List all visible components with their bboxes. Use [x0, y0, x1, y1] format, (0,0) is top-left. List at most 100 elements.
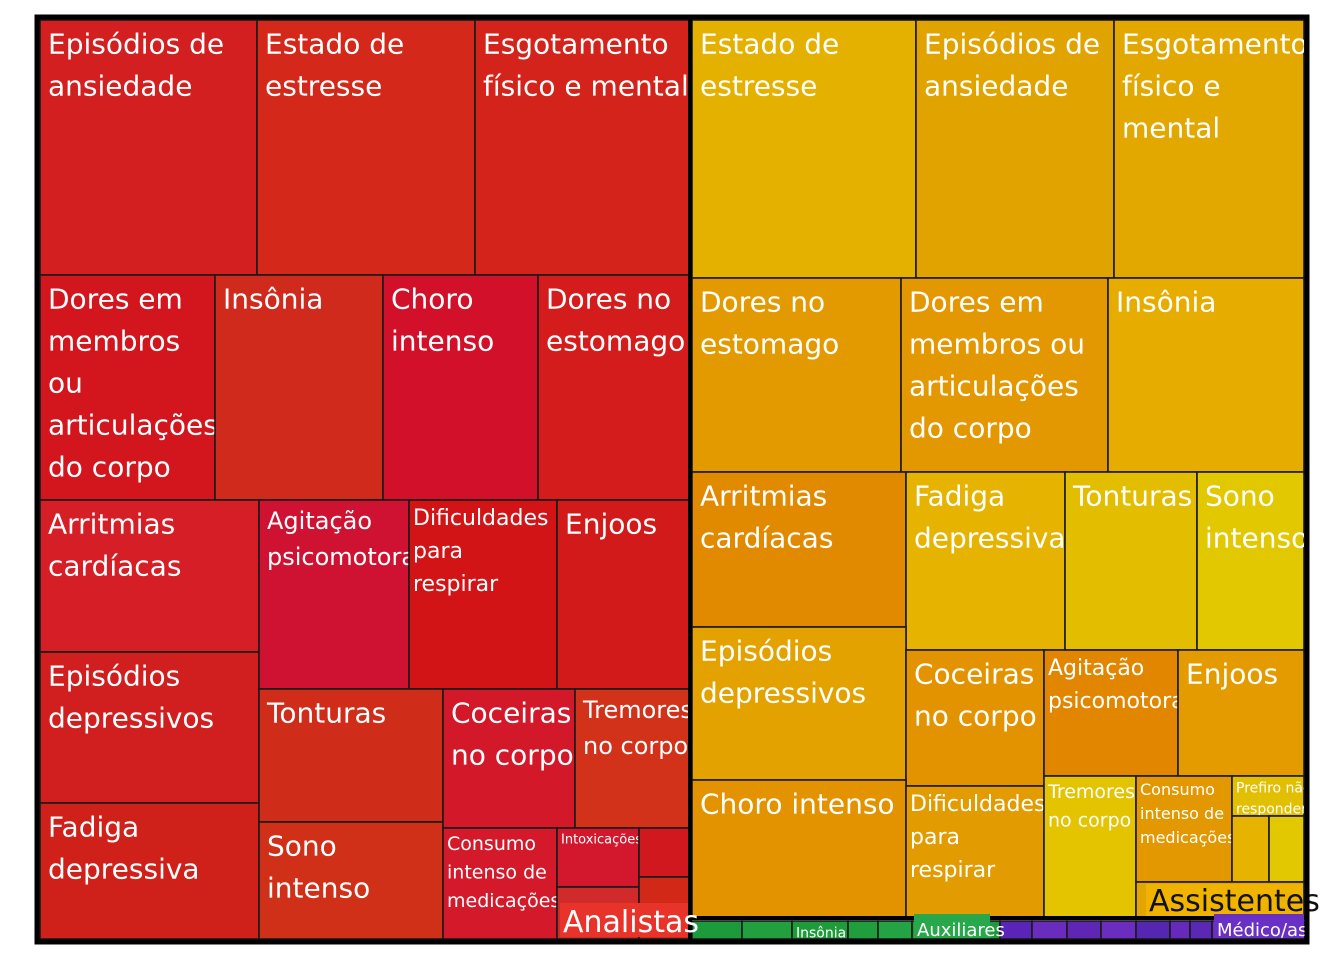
treemap-cell-auxiliares-unlabeled-4[interactable]: [877, 920, 913, 940]
treemap-cell-analistas-fadiga-depressiva[interactable]: Fadiga depressiva: [39, 802, 260, 940]
treemap-cell-analistas-episodios-depressivos[interactable]: Episódios depressivos: [39, 651, 260, 804]
treemap-cell-rect[interactable]: [1064, 471, 1198, 651]
treemap-cell-analistas-dificuldades-para-respirar[interactable]: Dificuldades para respirar: [408, 499, 558, 690]
treemap-cell-medico-as-unlabeled-6[interactable]: [1189, 920, 1213, 940]
treemap-cell-medico-as-unlabeled-3[interactable]: [1100, 920, 1137, 940]
treemap-cell-analistas-coceiras-no-corpo[interactable]: Coceiras no corpo: [442, 688, 576, 829]
treemap-cell-assistentes-estado-de-estresse[interactable]: Estado de estresse: [691, 19, 917, 279]
treemap-cell-rect[interactable]: [1066, 920, 1102, 940]
treemap-cell-analistas-choro-intenso[interactable]: Choro intenso: [382, 274, 539, 501]
treemap-cell-analistas-unlabeled-20[interactable]: [638, 827, 690, 878]
treemap-cell-analistas-estado-de-estresse[interactable]: Estado de estresse: [256, 19, 476, 276]
treemap-cell-assistentes-dores-no-estomago[interactable]: Dores no estomago: [691, 277, 902, 473]
treemap-cell-analistas-dores-no-estomago[interactable]: Dores no estomago: [537, 274, 690, 501]
treemap-cell-rect[interactable]: [900, 277, 1109, 473]
treemap-cell-assistentes-agitacao-psicomotora[interactable]: Agitação psicomotora: [1043, 649, 1185, 777]
treemap-cell-rect[interactable]: [214, 274, 384, 501]
treemap-cell-assistentes-episodios-de-ansiedade[interactable]: Episódios de ansiedade: [915, 19, 1115, 279]
treemap-cell-assistentes-sono-intenso[interactable]: Sono intenso: [1196, 471, 1308, 651]
treemap-cell-analistas-arritmias-cardiacas[interactable]: Arritmias cardíacas: [39, 499, 260, 653]
treemap-cell-rect[interactable]: [474, 19, 690, 276]
treemap-cell-assistentes-fadiga-depressiva[interactable]: Fadiga depressiva: [905, 471, 1066, 651]
treemap-cell-assistentes-tonturas[interactable]: Tonturas: [1064, 471, 1198, 651]
treemap-cell-rect[interactable]: [915, 19, 1115, 279]
treemap-cell-assistentes-consumo-intenso-de-medicacoes[interactable]: Consumo intenso de medicações: [1135, 775, 1235, 883]
treemap-cell-auxiliares-unlabeled-3[interactable]: [847, 920, 879, 940]
treemap-cell-assistentes-choro-intenso[interactable]: Choro intenso: [691, 779, 907, 918]
treemap-cell-rect[interactable]: [1107, 277, 1305, 473]
treemap-cell-rect[interactable]: [442, 688, 576, 829]
treemap-cell-assistentes-unlabeled-20[interactable]: [1268, 815, 1305, 883]
treemap-cell-rect[interactable]: [1135, 775, 1233, 883]
treemap-cell-rect[interactable]: [905, 649, 1045, 787]
treemap-cell-rect[interactable]: [574, 688, 690, 829]
treemap-cell-analistas-tremores-no-corpo[interactable]: Tremores no corpo: [574, 688, 693, 829]
treemap-cell-analistas-tonturas[interactable]: Tonturas: [258, 688, 444, 823]
treemap-cell-rect[interactable]: [39, 274, 216, 501]
treemap-cell-rect[interactable]: [39, 651, 260, 804]
treemap-cell-rect[interactable]: [39, 19, 258, 276]
treemap-cell-rect[interactable]: [382, 274, 539, 501]
treemap-cell-rect[interactable]: [408, 499, 558, 690]
treemap-cell-medico-as-unlabeled-4[interactable]: [1135, 920, 1171, 940]
treemap-cell-analistas-intoxicacoes[interactable]: Intoxicações: [556, 827, 642, 888]
treemap-cell-analistas-dores-em-membros-ou-articulacoes-do-corpo[interactable]: Dores em membros ou articulações do corpo: [39, 274, 218, 501]
treemap-cell-rect[interactable]: [1100, 920, 1137, 940]
treemap-cell-rect[interactable]: [1113, 19, 1305, 279]
treemap-cell-rect[interactable]: [1231, 815, 1270, 883]
treemap-cell-rect[interactable]: [1268, 815, 1305, 883]
treemap-cell-medico-as-unlabeled-2[interactable]: [1066, 920, 1102, 940]
treemap-cell-rect[interactable]: [1196, 471, 1305, 651]
treemap-cell-analistas-agitacao-psicomotora[interactable]: Agitação psicomotora: [258, 499, 416, 690]
treemap-cell-rect[interactable]: [39, 499, 260, 653]
treemap-cell-rect[interactable]: [1031, 920, 1068, 940]
treemap-cell-rect[interactable]: [691, 471, 907, 628]
treemap-cell-rect[interactable]: [258, 499, 410, 690]
treemap-cell-medico-as-unlabeled-5[interactable]: [1169, 920, 1191, 940]
treemap-cell-rect[interactable]: [537, 274, 690, 501]
treemap-cell-assistentes-insonia[interactable]: Insônia: [1107, 277, 1305, 473]
treemap-cell-rect[interactable]: [556, 499, 690, 690]
treemap-cell-rect[interactable]: [1043, 775, 1137, 918]
treemap-cell-assistentes-dores-em-membros-ou-articulacoes-do-corpo[interactable]: Dores em membros ou articulações do corpo: [900, 277, 1109, 473]
treemap-cell-assistentes-coceiras-no-corpo[interactable]: Coceiras no corpo: [905, 649, 1045, 787]
treemap-cell-rect[interactable]: [741, 920, 793, 940]
treemap-cell-rect[interactable]: [691, 19, 917, 279]
treemap-cell-rect[interactable]: [1135, 920, 1171, 940]
treemap-cell-auxiliares-insonia[interactable]: Insônia: [791, 920, 849, 942]
treemap-cell-rect[interactable]: [1043, 649, 1179, 777]
treemap-cell-rect[interactable]: [638, 827, 690, 878]
treemap-cell-analistas-episodios-de-ansiedade[interactable]: Episódios de ansiedade: [39, 19, 258, 276]
treemap-cell-rect[interactable]: [39, 802, 260, 940]
treemap-cell-rect[interactable]: [905, 471, 1066, 651]
treemap-cell-auxiliares-unlabeled-0[interactable]: [691, 920, 743, 940]
treemap-cell-assistentes-unlabeled-19[interactable]: [1231, 815, 1270, 883]
treemap-cell-analistas-consumo-intenso-de-medicacoes[interactable]: Consumo intenso de medicações: [442, 827, 560, 940]
treemap-cell-rect[interactable]: [1231, 775, 1305, 817]
treemap-cell-auxiliares-unlabeled-1[interactable]: [741, 920, 793, 940]
treemap-cell-rect[interactable]: [877, 920, 913, 940]
treemap-cell-rect[interactable]: [1169, 920, 1191, 940]
treemap-cell-analistas-enjoos[interactable]: Enjoos: [556, 499, 690, 690]
treemap-cell-rect[interactable]: [442, 827, 558, 940]
treemap-cell-assistentes-episodios-depressivos[interactable]: Episódios depressivos: [691, 626, 907, 781]
treemap-cell-analistas-insonia[interactable]: Insônia: [214, 274, 384, 501]
treemap-cell-rect[interactable]: [1189, 920, 1213, 940]
treemap-cell-assistentes-tremores-no-corpo[interactable]: Tremores no corpo: [1043, 775, 1137, 918]
treemap-cell-assistentes-arritmias-cardiacas[interactable]: Arritmias cardíacas: [691, 471, 907, 628]
treemap-cell-medico-as-unlabeled-1[interactable]: [1031, 920, 1068, 940]
treemap-cell-rect[interactable]: [691, 277, 902, 473]
treemap-cell-analistas-esgotamento-fisico-e-mental[interactable]: Esgotamento físico e mental: [474, 19, 690, 276]
treemap-cell-rect[interactable]: [847, 920, 879, 940]
treemap-cell-rect[interactable]: [556, 827, 640, 888]
treemap-cell-label: Arritmias cardíacas: [48, 507, 181, 582]
treemap-cell-assistentes-prefiro-nao-responder[interactable]: Prefiro não responder: [1231, 775, 1312, 818]
treemap-cell-assistentes-esgotamento-fisico-e-mental[interactable]: Esgotamento físico e mental: [1113, 19, 1308, 279]
treemap-cell-rect[interactable]: [691, 920, 743, 940]
treemap-cell-assistentes-dificuldades-para-respirar[interactable]: Dificuldades para respirar: [905, 785, 1045, 918]
treemap-cell-rect[interactable]: [691, 626, 907, 781]
treemap-cell-rect[interactable]: [1177, 649, 1305, 777]
treemap-cell-assistentes-enjoos[interactable]: Enjoos: [1177, 649, 1305, 777]
treemap-cell-analistas-sono-intenso[interactable]: Sono intenso: [258, 821, 444, 940]
treemap-cell-rect[interactable]: [691, 779, 907, 918]
